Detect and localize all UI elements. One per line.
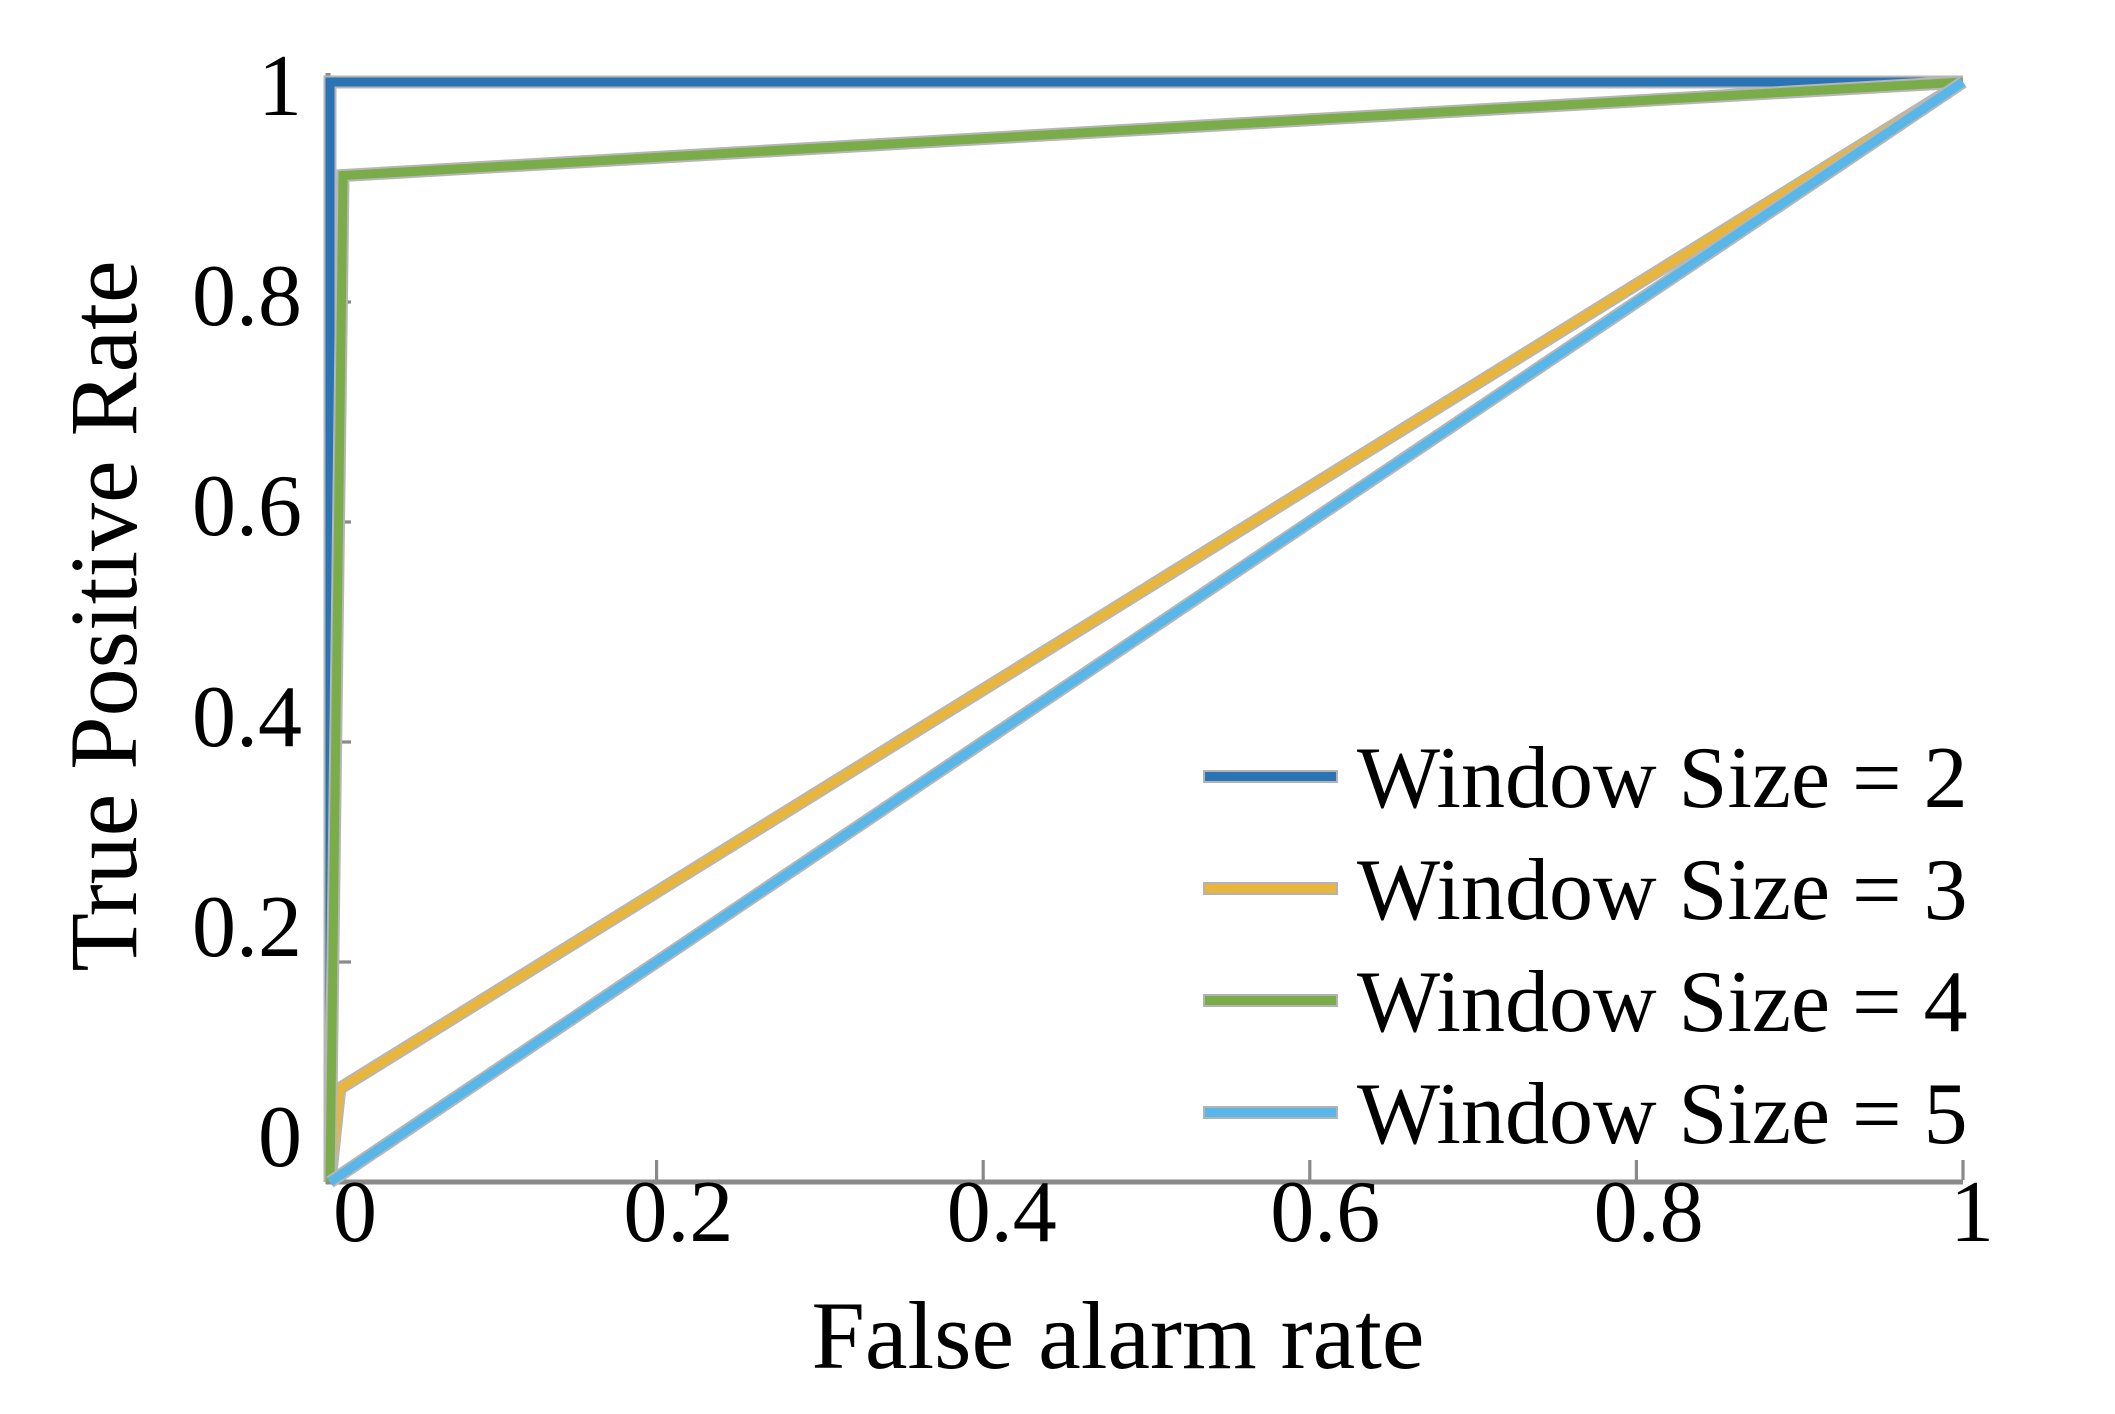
y-tick-label: 0 [258, 1089, 302, 1186]
x-tick-label: 0.8 [1593, 1164, 1704, 1261]
legend-label: Window Size = 4 [1357, 954, 1968, 1051]
y-tick-label: 0.2 [192, 878, 302, 976]
legend-line-swatch [1203, 881, 1338, 895]
series-line-3 [325, 77, 1964, 1183]
legend-label: Window Size = 5 [1357, 1066, 1968, 1163]
y-tick-label: 0.4 [192, 668, 302, 766]
y-tick-label: 1 [258, 38, 302, 135]
series-line-4 [327, 78, 1966, 1186]
x-tick-label: 0.2 [623, 1164, 734, 1261]
x-tick-label: 1 [1950, 1164, 1994, 1261]
legend: Window Size = 2 Window Size = 3 Window Siz… [1203, 720, 1968, 1168]
x-tick-label: 0.4 [946, 1164, 1057, 1261]
x-axis-title: False alarm rate [811, 1282, 1425, 1389]
y-axis-title: True Positive Rate [50, 260, 157, 972]
x-tick-label: 0.6 [1270, 1164, 1381, 1261]
x-tick-label: 0 [333, 1164, 377, 1261]
legend-item-4: Window Size = 5 [1203, 1056, 1968, 1168]
legend-label: Window Size = 2 [1357, 730, 1968, 827]
legend-item-1: Window Size = 2 [1203, 720, 1968, 832]
legend-item-3: Window Size = 4 [1203, 944, 1968, 1056]
y-tick-label: 0.8 [192, 248, 302, 346]
legend-line-swatch [1203, 993, 1338, 1007]
legend-item-2: Window Size = 3 [1203, 832, 1968, 944]
legend-line-swatch [1203, 1105, 1338, 1119]
legend-label: Window Size = 3 [1357, 842, 1968, 939]
legend-line-swatch [1203, 769, 1338, 783]
y-tick-label: 0.6 [192, 458, 302, 556]
